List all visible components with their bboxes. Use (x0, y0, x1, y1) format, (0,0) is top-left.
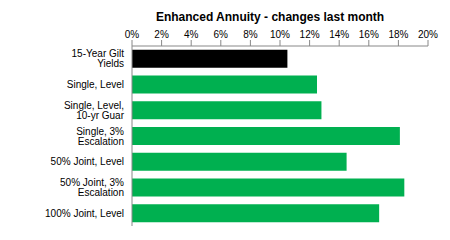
svg-text:6%: 6% (214, 29, 229, 40)
svg-text:16%: 16% (359, 29, 379, 40)
html-text:Enhanced Annuity - changes las: Enhanced Annuity - changes last month (155, 10, 385, 24)
svg-text:10%: 10% (270, 29, 290, 40)
svg-text:18%: 18% (388, 29, 408, 40)
svg-text:100% Joint, Level: 100% Joint, Level (45, 208, 124, 219)
svg-text:Single, 3%Escalation: Single, 3%Escalation (76, 126, 124, 147)
svg-text:15-Year GiltYields: 15-Year GiltYields (72, 48, 125, 69)
svg-text:Single, Level,10-yr Guar: Single, Level,10-yr Guar (64, 100, 125, 121)
svg-text:8%: 8% (243, 29, 258, 40)
svg-text:50% Joint, Level: 50% Joint, Level (51, 156, 124, 167)
svg-text:0%: 0% (125, 29, 140, 40)
svg-text:2%: 2% (154, 29, 169, 40)
svg-text:20%: 20% (418, 29, 438, 40)
svg-text:12%: 12% (300, 29, 320, 40)
svg-text:14%: 14% (329, 29, 349, 40)
svg-text:4%: 4% (184, 29, 199, 40)
svg-text:Single, Level: Single, Level (67, 79, 124, 90)
svg-text:50% Joint, 3%Escalation: 50% Joint, 3%Escalation (60, 177, 124, 198)
